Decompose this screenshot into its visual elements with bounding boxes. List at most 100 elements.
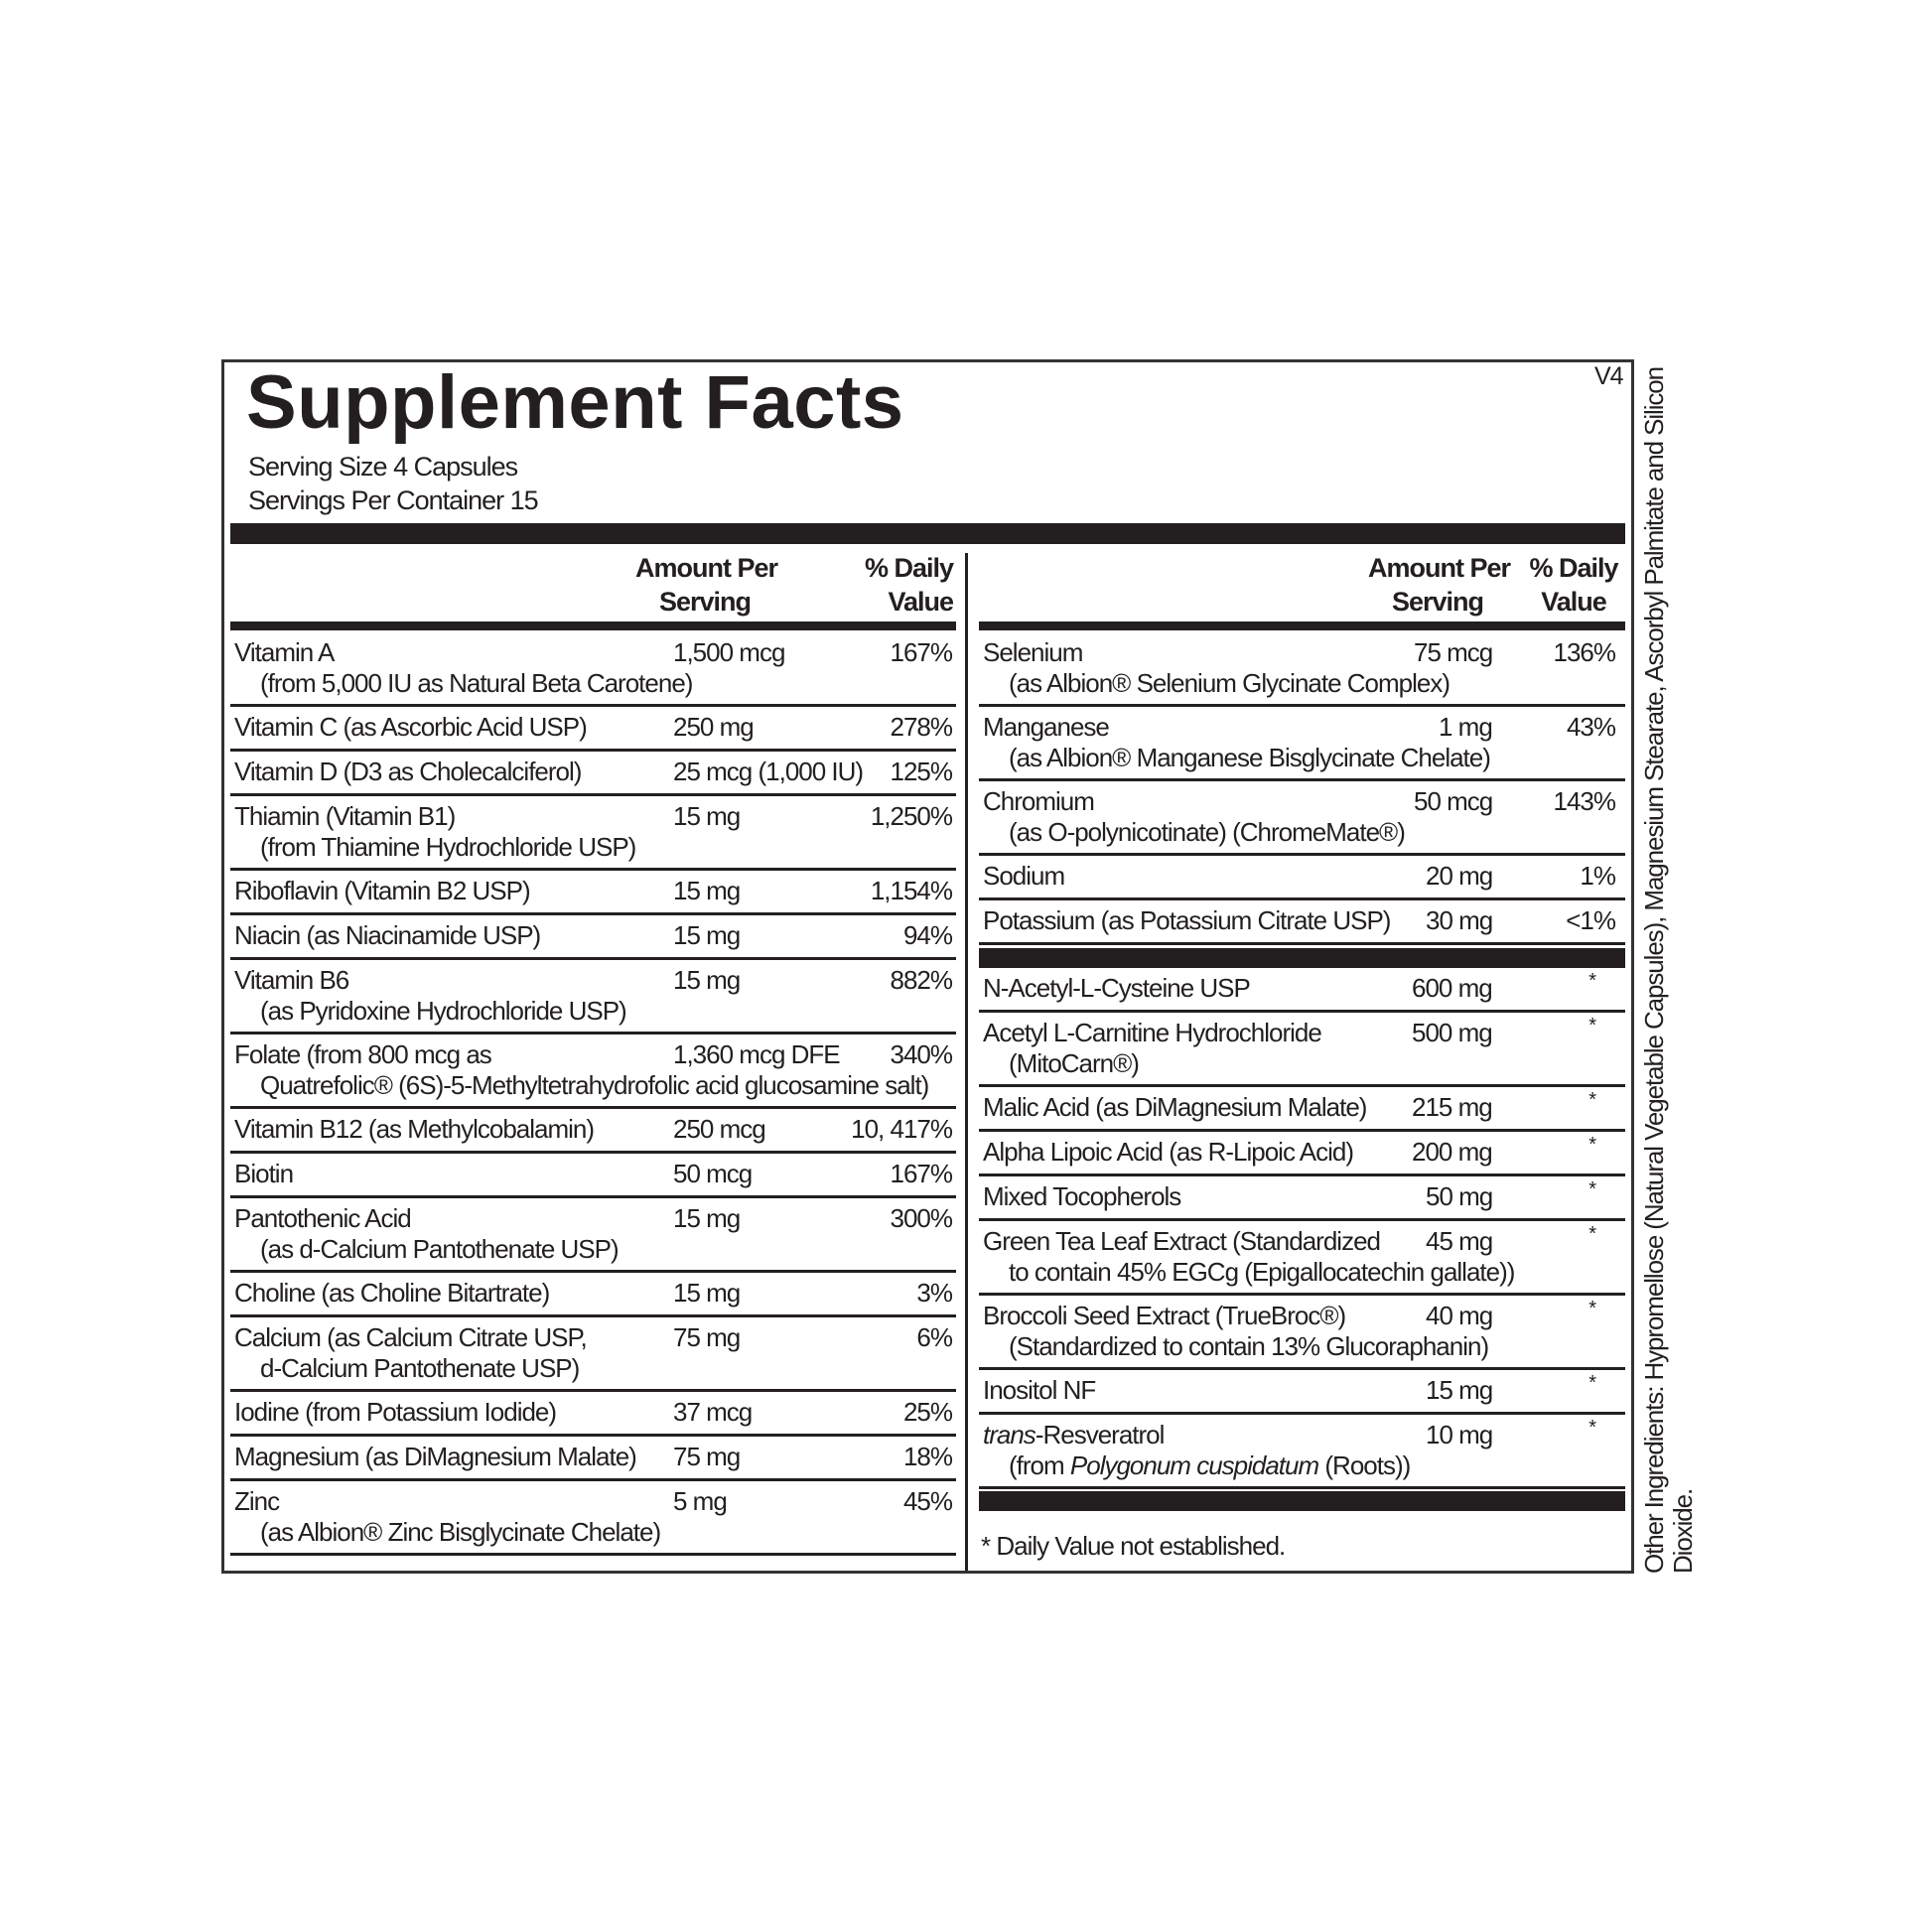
percent-daily-value: 43% — [1566, 712, 1616, 742]
amount-per-serving: 50 mcg — [673, 1159, 753, 1188]
nutrient-name: Manganese — [983, 712, 1110, 743]
nutrient-source: (from Thiamine Hydrochloride USP) — [260, 832, 636, 863]
nutrient-source: (MitoCarn®) — [1009, 1048, 1140, 1079]
nutrient-name-segment: Thiamin (Vitamin B1) — [234, 801, 456, 831]
nutrient-source-segment: (MitoCarn®) — [1009, 1048, 1140, 1078]
nutrient-name-segment: Pantothenic Acid — [234, 1203, 412, 1233]
nutrient-row: Calcium (as Calcium Citrate USP, d-Calciu… — [230, 1317, 956, 1392]
nutrient-source-segment: (as Albion® Zinc Bisglycinate Chelate) — [260, 1517, 661, 1547]
nutrient-source: to contain 45% EGCg (Epigallocatechin ga… — [1009, 1257, 1515, 1288]
percent-daily-value: * — [1588, 1134, 1596, 1156]
nutrient-source-segment: d-Calcium Pantothenate USP) — [260, 1353, 580, 1383]
nutrient-source-segment: (as d-Calcium Pantothenate USP) — [260, 1234, 620, 1264]
nutrient-row: Choline (as Choline Bitartrate) 15 mg 3% — [230, 1273, 956, 1317]
right-nutrient-table: Selenium (as Albion® Selenium Glycinate C… — [975, 632, 1625, 1511]
amount-per-serving: 75 mg — [673, 1322, 741, 1352]
amount-per-serving: 15 mg — [673, 920, 741, 950]
nutrient-source: (as O-polynicotinate) (ChromeMate®) — [1009, 817, 1406, 848]
percent-daily-value: 125% — [890, 757, 953, 786]
percent-daily-value: * — [1588, 970, 1596, 992]
amount-per-serving: 50 mg — [1426, 1181, 1493, 1211]
percent-daily-value: <1% — [1566, 905, 1616, 935]
nutrient-name-segment: Potassium (as Potassium Citrate USP) — [983, 905, 1391, 935]
percent-daily-value: 25% — [902, 1397, 953, 1427]
thick-divider-middle — [979, 948, 1625, 968]
amount-per-serving: 75 mcg — [1414, 637, 1493, 667]
nutrient-name: Vitamin A — [234, 637, 335, 668]
header-line: % Daily — [864, 553, 954, 583]
nutrient-name: Riboflavin (Vitamin B2 USP) — [234, 876, 531, 906]
nutrient-source: (as Albion® Zinc Bisglycinate Chelate) — [260, 1517, 661, 1548]
nutrient-source-segment: (as Albion® Manganese Bisglycinate Chela… — [1009, 743, 1491, 772]
amount-per-serving: 250 mg — [673, 712, 755, 742]
nutrient-row: Selenium (as Albion® Selenium Glycinate C… — [979, 632, 1625, 707]
amount-per-serving: 5 mg — [673, 1486, 728, 1516]
amount-per-serving: 45 mg — [1426, 1226, 1493, 1256]
nutrient-row: Manganese (as Albion® Manganese Bisglycin… — [979, 707, 1625, 781]
nutrient-name: Biotin — [234, 1159, 294, 1189]
amount-per-serving: 1 mg — [1439, 712, 1493, 742]
nutrient-name-segment: Mixed Tocopherols — [983, 1181, 1181, 1211]
nutrient-row: Niacin (as Niacinamide USP) 15 mg 94% — [230, 915, 956, 960]
header-line: Amount Per — [635, 553, 778, 583]
thick-divider-bottom — [979, 1491, 1625, 1511]
nutrient-name-segment: Vitamin C (as Ascorbic Acid USP) — [234, 712, 588, 742]
amount-per-serving: 37 mcg — [673, 1397, 753, 1427]
nutrient-name: Malic Acid (as DiMagnesium Malate) — [983, 1092, 1367, 1123]
nutrient-row: Zinc (as Albion® Zinc Bisglycinate Chelat… — [230, 1481, 956, 1556]
nutrient-name-segment: Vitamin B6 — [234, 965, 349, 995]
nutrient-row: trans-Resveratrol (from Polygonum cuspida… — [979, 1415, 1625, 1489]
amount-per-serving: 200 mg — [1412, 1137, 1493, 1167]
header-line: Serving — [658, 587, 752, 617]
nutrient-row: Vitamin B12 (as Methylcobalamin) 250 mcg 1… — [230, 1109, 956, 1154]
nutrient-name: Vitamin D (D3 as Cholecalciferol) — [234, 757, 582, 787]
percent-daily-value: 1% — [1580, 861, 1616, 891]
nutrient-name: Sodium — [983, 861, 1065, 892]
amount-per-serving: 15 mg — [1426, 1375, 1493, 1405]
panel-title: Supplement Facts — [246, 360, 904, 445]
column-divider — [965, 553, 968, 1571]
nutrient-name-segment: Selenium — [983, 637, 1083, 667]
percent-daily-value: 278% — [890, 712, 953, 742]
nutrient-name-segment: Calcium (as Calcium Citrate USP, — [234, 1322, 588, 1352]
nutrient-row: Chromium (as O-polynicotinate) (ChromeMat… — [979, 781, 1625, 856]
nutrient-row: Green Tea Leaf Extract (Standardized to c… — [979, 1221, 1625, 1296]
nutrient-name: Vitamin B6 — [234, 965, 349, 996]
nutrient-name-segment: Green Tea Leaf Extract (Standardized — [983, 1226, 1381, 1256]
amount-per-serving: 500 mg — [1412, 1018, 1493, 1047]
footnote: * Daily Value not established. — [981, 1531, 1286, 1561]
amount-per-serving: 25 mcg (1,000 IU) — [673, 757, 864, 786]
amount-per-serving: 1,360 mcg DFE — [673, 1039, 841, 1069]
amount-per-serving: 250 mcg — [673, 1114, 766, 1144]
nutrient-source: (as d-Calcium Pantothenate USP) — [260, 1234, 620, 1265]
nutrient-row: Pantothenic Acid (as d-Calcium Pantothena… — [230, 1198, 956, 1273]
percent-daily-value: 45% — [902, 1486, 953, 1516]
nutrient-row: Inositol NF 15 mg * — [979, 1370, 1625, 1415]
header-line: Amount Per — [1368, 553, 1511, 583]
nutrient-source-segment: (Standardized to contain 13% Glucoraphan… — [1009, 1331, 1489, 1361]
nutrient-name: Acetyl L-Carnitine Hydrochloride — [983, 1018, 1322, 1048]
nutrient-name: Inositol NF — [983, 1375, 1096, 1406]
nutrient-name-segment: Iodine (from Potassium Iodide) — [234, 1397, 557, 1427]
supplement-facts-panel — [221, 359, 1634, 1574]
right-header-divider — [979, 621, 1625, 630]
amount-per-serving: 1,500 mcg — [673, 637, 785, 667]
percent-daily-value: * — [1588, 1372, 1596, 1394]
amount-per-serving: 15 mg — [673, 965, 741, 995]
percent-daily-value: 136% — [1553, 637, 1616, 667]
nutrient-name: Chromium — [983, 786, 1095, 817]
amount-per-serving: 15 mg — [673, 801, 741, 831]
nutrient-name: Magnesium (as DiMagnesium Malate) — [234, 1442, 637, 1472]
percent-daily-value: 167% — [890, 1159, 953, 1188]
nutrient-name: Zinc — [234, 1486, 280, 1517]
left-header-divider — [230, 621, 956, 630]
nutrient-name: Selenium — [983, 637, 1083, 668]
percent-daily-value: 6% — [916, 1322, 953, 1352]
nutrient-name-segment: Vitamin B12 (as Methylcobalamin) — [234, 1114, 595, 1144]
percent-daily-value: * — [1588, 1417, 1596, 1439]
nutrient-name: Alpha Lipoic Acid (as R-Lipoic Acid) — [983, 1137, 1354, 1168]
percent-daily-value: 340% — [890, 1039, 953, 1069]
right-dv-header: % Daily Value — [1524, 551, 1623, 619]
nutrient-row: Acetyl L-Carnitine Hydrochloride (MitoCar… — [979, 1013, 1625, 1087]
servings-per-container: Servings Per Container 15 — [248, 485, 539, 515]
